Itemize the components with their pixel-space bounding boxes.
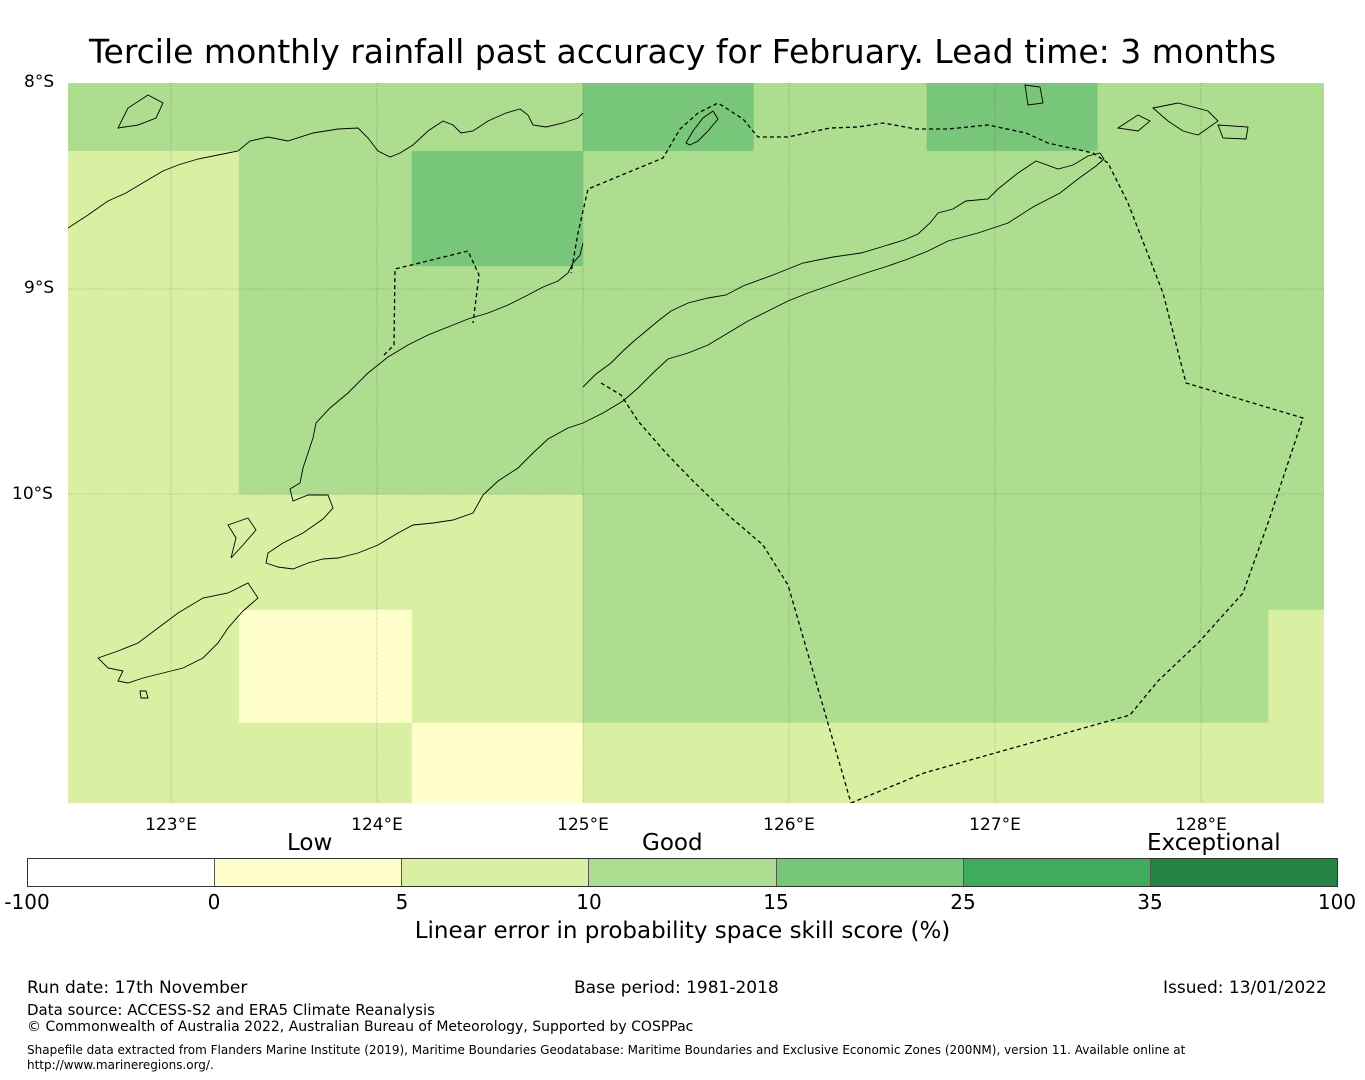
tick-0: 0: [207, 890, 221, 914]
grid-cell-12: [68, 609, 240, 803]
coastlines: [68, 84, 1249, 699]
run-date: Run date: 17th November: [27, 978, 248, 998]
tick-15: 15: [763, 890, 789, 914]
grid-cell-19: [582, 722, 1269, 803]
alor-coastline: [117, 94, 164, 129]
category-good: Good: [642, 830, 703, 856]
map-title: Tercile monthly rainfall past accuracy f…: [88, 32, 1277, 71]
lon-label-123e: 123°E: [145, 815, 197, 835]
category-exceptional: Exceptional: [1147, 830, 1281, 856]
atauro-coastline: [685, 110, 719, 146]
lat-label-10s: 10°S: [12, 484, 53, 504]
tick-5: 5: [395, 890, 409, 914]
tick-25: 25: [950, 890, 976, 914]
tick-100: 100: [1317, 890, 1357, 914]
islet-coastline: [139, 690, 149, 699]
copyright: © Commonwealth of Australia 2022, Austra…: [27, 1019, 694, 1035]
timor-coastline: [265, 152, 1105, 570]
colorbar-segment-4: [776, 859, 964, 886]
savu-coastline: [227, 517, 257, 559]
lon-label-126e: 126°E: [763, 815, 815, 835]
lon-label-128e: 128°E: [1175, 815, 1227, 835]
base-period: Base period: 1981-2018: [574, 978, 779, 998]
lon-label-127e: 127°E: [969, 815, 1021, 835]
grid-cell-8: [411, 266, 584, 495]
colorbar-segment-2: [402, 859, 590, 886]
colorbar-segment-6: [1150, 859, 1337, 886]
colorbar-segment-1: [215, 859, 403, 886]
timor-south-eez-boundary: [600, 382, 852, 803]
grid-cell-7: [411, 150, 584, 267]
lon-label-124e: 124°E: [351, 815, 403, 835]
eez-boundaries: [383, 102, 1304, 803]
rote-coastline: [97, 582, 259, 684]
grid-cells: [68, 83, 1324, 803]
kisar-coastline: [1024, 84, 1044, 106]
grid-cell-0: [68, 83, 584, 152]
grid-cell-17: [238, 722, 413, 803]
graticule: [68, 83, 1324, 803]
grid-cell-6: [238, 150, 413, 495]
grid-cell-13: [238, 609, 413, 724]
issued-date: Issued: 13/01/2022: [1163, 978, 1327, 998]
lon-label-125e: 125°E: [557, 815, 609, 835]
grid-cell-18: [411, 722, 584, 803]
grid-cell-14: [411, 609, 584, 724]
tick-35: 35: [1137, 890, 1163, 914]
tick-minus100: -100: [4, 890, 50, 914]
colorbar-label: Linear error in probability space skill …: [414, 918, 951, 944]
grid-cell-1: [582, 83, 755, 152]
grid-cell-10: [68, 494, 584, 611]
oecusse-eez-boundary: [383, 250, 480, 356]
lat-label-8s: 8°S: [24, 72, 55, 92]
grid-cell-11: [582, 494, 1324, 611]
skill-score-map: [68, 83, 1324, 803]
grid-cell-15: [582, 609, 1269, 724]
grid-cell-9: [582, 150, 1324, 495]
colorbar-segment-5: [963, 859, 1151, 886]
grid-cell-2: [753, 83, 928, 152]
grid-cell-5: [68, 150, 240, 495]
grid-cell-4: [1097, 83, 1324, 152]
category-low: Low: [287, 830, 333, 856]
grid-cell-3: [926, 83, 1099, 152]
data-source: Data source: ACCESS-S2 and ERA5 Climate …: [27, 1001, 435, 1019]
colorbar-segment-0: [28, 859, 216, 886]
shapefile-credit: Shapefile data extracted from Flanders M…: [27, 1043, 1186, 1072]
colorbar: [27, 858, 1338, 887]
leti-coastline: [1116, 102, 1249, 140]
tick-10: 10: [576, 890, 602, 914]
colorbar-segment-3: [589, 859, 777, 886]
lat-label-9s: 9°S: [24, 278, 55, 298]
timor-leste-eez-boundary: [570, 102, 1304, 803]
wetar-coastline: [68, 108, 584, 229]
grid-cell-16: [1268, 609, 1324, 803]
